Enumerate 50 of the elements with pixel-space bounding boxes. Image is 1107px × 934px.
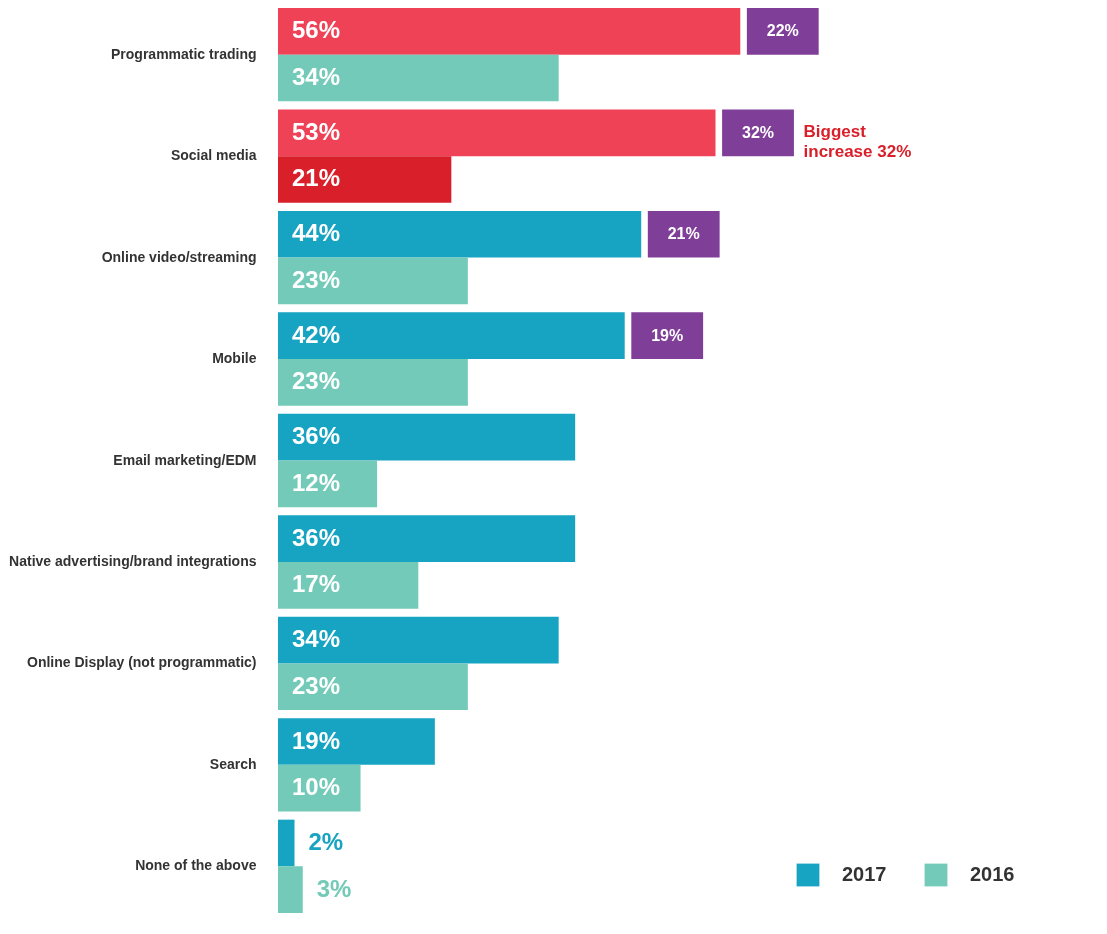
data-label: 36% bbox=[292, 523, 341, 551]
data-label: 21% bbox=[292, 164, 341, 192]
bar bbox=[278, 359, 468, 406]
bar bbox=[278, 413, 576, 461]
y-tick-label: Programmatic trading bbox=[111, 45, 257, 62]
data-label: 10% bbox=[292, 773, 341, 801]
y-tick-label: Online video/streaming bbox=[101, 248, 257, 265]
bar bbox=[278, 210, 642, 258]
data-label: 23% bbox=[292, 671, 341, 699]
data-label: 42% bbox=[292, 320, 341, 348]
bar bbox=[278, 718, 435, 765]
data-label: 19% bbox=[292, 726, 341, 754]
y-tick-label: None of the above bbox=[135, 857, 257, 874]
y-tick-label: Email marketing/EDM bbox=[113, 451, 257, 468]
data-label: 23% bbox=[292, 265, 341, 293]
bar bbox=[278, 616, 559, 664]
bar bbox=[278, 156, 452, 203]
data-label: 2% bbox=[308, 827, 344, 855]
bar bbox=[278, 515, 576, 562]
y-tick-label: Social media bbox=[170, 147, 257, 164]
data-label: 34% bbox=[292, 625, 341, 653]
annotation: 22% bbox=[766, 22, 799, 40]
bar bbox=[278, 109, 716, 157]
data-label: 56% bbox=[292, 16, 341, 44]
bar bbox=[278, 819, 295, 867]
legend-label: 2017 bbox=[842, 863, 887, 885]
bar bbox=[278, 312, 625, 360]
bar bbox=[278, 54, 559, 102]
data-label: 3% bbox=[316, 874, 352, 902]
legend-label: 2016 bbox=[970, 863, 1015, 885]
y-tick-label: Online Display (not programmatic) bbox=[27, 654, 257, 671]
text: Biggest increase 32% bbox=[803, 121, 912, 161]
bar bbox=[278, 561, 419, 609]
y-tick-label: Mobile bbox=[212, 350, 257, 367]
data-label: 36% bbox=[292, 422, 341, 450]
bar bbox=[278, 8, 741, 55]
annotation: 21% bbox=[667, 225, 700, 243]
bar bbox=[278, 663, 468, 711]
annotation: 19% bbox=[651, 326, 684, 344]
bar bbox=[278, 866, 303, 913]
data-label: 53% bbox=[292, 117, 341, 145]
bar bbox=[278, 257, 468, 305]
y-tick-label: Search bbox=[209, 755, 257, 772]
data-label: 34% bbox=[292, 63, 341, 91]
y-tick-label: Native advertising/brand integrations bbox=[9, 552, 257, 569]
data-label: 12% bbox=[292, 468, 341, 496]
data-label: 23% bbox=[292, 367, 341, 395]
annotation: 32% bbox=[742, 123, 775, 141]
data-label: 44% bbox=[292, 219, 341, 247]
data-label: 17% bbox=[292, 570, 341, 598]
